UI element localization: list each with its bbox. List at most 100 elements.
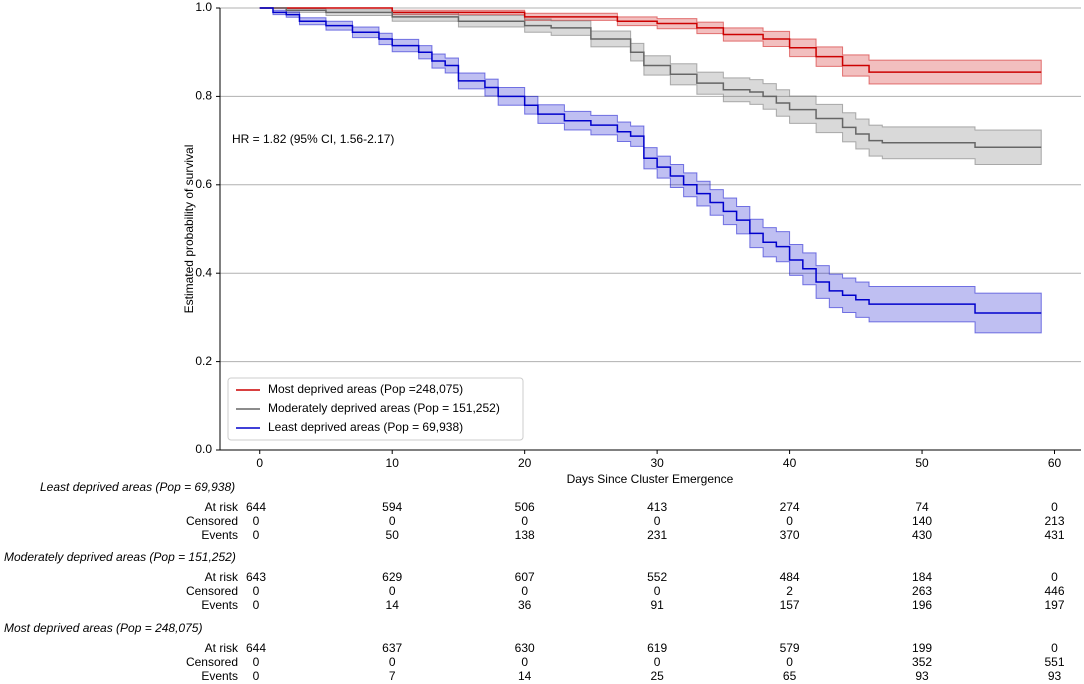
risk-row-label: Censored bbox=[186, 514, 238, 528]
risk-value: 0 bbox=[253, 528, 260, 542]
risk-group-title: Most deprived areas (Pop = 248,075) bbox=[4, 621, 202, 635]
risk-row-label: Censored bbox=[186, 655, 238, 669]
risk-value: 413 bbox=[647, 500, 667, 514]
y-tick-label: 0.0 bbox=[195, 442, 212, 456]
risk-row-label: Censored bbox=[186, 584, 238, 598]
risk-value: 0 bbox=[253, 669, 260, 683]
risk-value: 0 bbox=[786, 655, 793, 669]
risk-value: 25 bbox=[650, 669, 664, 683]
risk-value: 594 bbox=[382, 500, 402, 514]
x-tick-label: 50 bbox=[915, 456, 929, 470]
survival-line bbox=[259, 7, 1042, 148]
risk-row-label: Events bbox=[201, 598, 238, 612]
risk-value: 0 bbox=[521, 584, 528, 598]
y-axis-label: Estimated probability of survival bbox=[182, 145, 196, 314]
risk-value: 196 bbox=[912, 598, 932, 612]
risk-row-label: At risk bbox=[205, 641, 239, 655]
risk-row-label: At risk bbox=[205, 570, 239, 584]
risk-row-label: At risk bbox=[205, 500, 239, 514]
y-tick-label: 0.4 bbox=[195, 265, 212, 279]
x-tick-label: 30 bbox=[650, 456, 664, 470]
y-tick-label: 0.8 bbox=[195, 89, 212, 103]
risk-value: 93 bbox=[1048, 669, 1062, 683]
y-tick-label: 0.2 bbox=[195, 354, 212, 368]
risk-value: 619 bbox=[647, 641, 667, 655]
risk-value: 644 bbox=[246, 500, 266, 514]
risk-value: 446 bbox=[1044, 584, 1064, 598]
risk-value: 74 bbox=[915, 500, 929, 514]
risk-value: 197 bbox=[1044, 598, 1064, 612]
risk-value: 91 bbox=[650, 598, 664, 612]
risk-value: 263 bbox=[912, 584, 932, 598]
risk-value: 0 bbox=[253, 584, 260, 598]
risk-value: 637 bbox=[382, 641, 402, 655]
risk-value: 0 bbox=[1051, 570, 1058, 584]
risk-value: 370 bbox=[780, 528, 800, 542]
risk-value: 274 bbox=[780, 500, 800, 514]
risk-value: 643 bbox=[246, 570, 266, 584]
risk-value: 0 bbox=[389, 514, 396, 528]
risk-value: 0 bbox=[521, 514, 528, 528]
risk-value: 0 bbox=[1051, 641, 1058, 655]
risk-value: 430 bbox=[912, 528, 932, 542]
risk-value: 93 bbox=[915, 669, 929, 683]
risk-value: 579 bbox=[780, 641, 800, 655]
risk-value: 2 bbox=[786, 584, 793, 598]
y-tick-label: 1.0 bbox=[195, 0, 212, 14]
x-axis-label: Days Since Cluster Emergence bbox=[567, 472, 734, 486]
risk-value: 184 bbox=[912, 570, 932, 584]
risk-value: 506 bbox=[515, 500, 535, 514]
risk-value: 0 bbox=[389, 584, 396, 598]
risk-value: 431 bbox=[1044, 528, 1064, 542]
legend-box bbox=[227, 377, 524, 441]
risk-value: 0 bbox=[389, 655, 396, 669]
risk-value: 65 bbox=[783, 669, 797, 683]
risk-value: 213 bbox=[1044, 514, 1064, 528]
risk-value: 50 bbox=[386, 528, 400, 542]
risk-value: 14 bbox=[518, 669, 532, 683]
x-tick-label: 60 bbox=[1048, 456, 1062, 470]
risk-value: 0 bbox=[1051, 500, 1058, 514]
risk-group-title: Moderately deprived areas (Pop = 151,252… bbox=[4, 550, 236, 564]
annotation: HR = 1.82 (95% CI, 1.56-2.17) bbox=[232, 132, 394, 146]
legend-label: Moderately deprived areas (Pop = 151,252… bbox=[268, 401, 500, 415]
risk-value: 0 bbox=[253, 655, 260, 669]
risk-group-title: Least deprived areas (Pop = 69,938) bbox=[40, 480, 235, 494]
risk-value: 484 bbox=[780, 570, 800, 584]
risk-value: 140 bbox=[912, 514, 932, 528]
risk-value: 157 bbox=[780, 598, 800, 612]
risk-value: 0 bbox=[786, 514, 793, 528]
risk-value: 0 bbox=[521, 655, 528, 669]
risk-value: 231 bbox=[647, 528, 667, 542]
survival-line bbox=[259, 7, 1042, 73]
risk-value: 0 bbox=[654, 584, 661, 598]
risk-value: 138 bbox=[515, 528, 535, 542]
risk-value: 551 bbox=[1044, 655, 1064, 669]
risk-row-label: Events bbox=[201, 669, 238, 683]
risk-value: 644 bbox=[246, 641, 266, 655]
risk-value: 630 bbox=[515, 641, 535, 655]
risk-value: 0 bbox=[654, 514, 661, 528]
risk-value: 7 bbox=[389, 669, 396, 683]
y-tick-label: 0.6 bbox=[195, 177, 212, 191]
x-tick-label: 10 bbox=[386, 456, 400, 470]
plot-area bbox=[220, 7, 1081, 363]
risk-value: 607 bbox=[515, 570, 535, 584]
risk-value: 14 bbox=[386, 598, 400, 612]
risk-value: 552 bbox=[647, 570, 667, 584]
risk-value: 36 bbox=[518, 598, 532, 612]
x-tick-label: 0 bbox=[256, 456, 263, 470]
risk-value: 0 bbox=[253, 514, 260, 528]
risk-value: 0 bbox=[253, 598, 260, 612]
x-tick-label: 40 bbox=[783, 456, 797, 470]
legend-label: Least deprived areas (Pop = 69,938) bbox=[268, 420, 463, 434]
x-tick-label: 20 bbox=[518, 456, 532, 470]
risk-value: 199 bbox=[912, 641, 932, 655]
risk-row-label: Events bbox=[201, 528, 238, 542]
risk-value: 629 bbox=[382, 570, 402, 584]
legend-label: Most deprived areas (Pop =248,075) bbox=[268, 382, 463, 396]
risk-value: 352 bbox=[912, 655, 932, 669]
risk-value: 0 bbox=[654, 655, 661, 669]
survival-line bbox=[259, 7, 1042, 314]
